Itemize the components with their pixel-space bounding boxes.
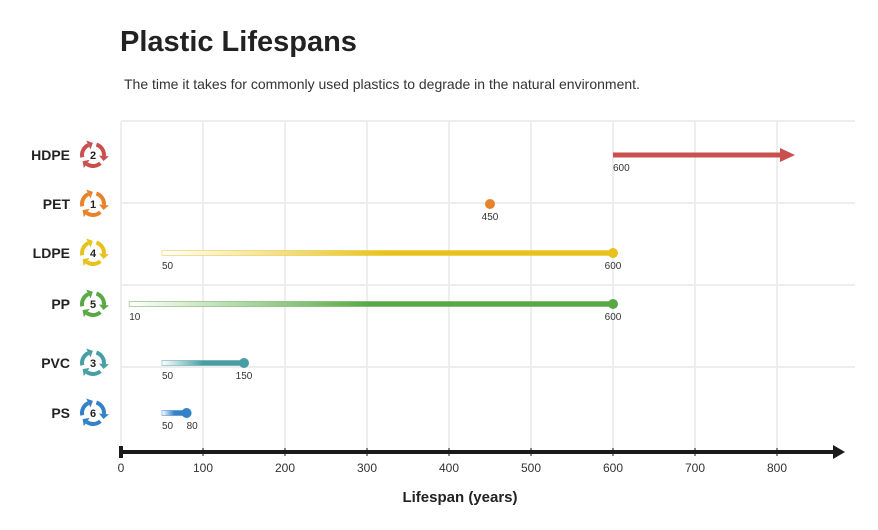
- x-tick-label: 800: [767, 461, 787, 475]
- min-label: 50: [162, 261, 174, 272]
- x-tick-label: 600: [603, 461, 623, 475]
- category-label: LDPE: [33, 245, 70, 261]
- min-label: 600: [613, 163, 630, 174]
- recycle-arrow-segment: [85, 259, 102, 266]
- recycle-arrowhead: [98, 304, 109, 310]
- recycle-arrow-segment: [85, 161, 102, 168]
- recycle-arrow-segment: [80, 241, 90, 256]
- recycle-arrowhead: [82, 417, 90, 427]
- category-label: HDPE: [31, 147, 70, 163]
- range-bar: [128, 301, 614, 307]
- recycle-arrow-segment: [80, 192, 90, 207]
- recycle-arrow-segment: [80, 143, 90, 158]
- recycle-arrow-segment: [80, 401, 90, 416]
- min-label: 50: [162, 371, 174, 382]
- recycle-arrowhead: [82, 308, 90, 318]
- recycle-arrow-segment: [85, 419, 102, 426]
- grid: [120, 120, 855, 452]
- recycle-arrowhead: [86, 238, 93, 248]
- max-label: 600: [605, 261, 622, 272]
- category-label: PS: [51, 405, 70, 421]
- max-marker: [485, 199, 495, 209]
- recycle-arrow-segment: [85, 210, 102, 217]
- recycle-arrow-segment: [85, 369, 102, 376]
- recycle-icon: 2: [80, 140, 109, 169]
- x-tick-label: 700: [685, 461, 705, 475]
- max-marker: [181, 408, 192, 418]
- chart-title: Plastic Lifespans: [120, 26, 357, 58]
- category-label: PP: [51, 296, 70, 312]
- recycle-icon: 1: [80, 189, 109, 218]
- x-tick-label: 400: [439, 461, 459, 475]
- max-label: 450: [482, 212, 499, 223]
- recycle-arrow-segment: [95, 400, 106, 415]
- recycle-arrowhead: [98, 253, 109, 259]
- recycle-arrowhead: [86, 289, 93, 299]
- recycle-arrow-segment: [80, 351, 90, 366]
- recycle-arrow-segment: [95, 291, 106, 306]
- chart-subtitle: The time it takes for commonly used plas…: [124, 76, 640, 92]
- row-pet: PET 1 450: [43, 189, 499, 223]
- max-label: 150: [236, 371, 253, 382]
- min-label: 50: [162, 421, 174, 432]
- x-tick-label: 500: [521, 461, 541, 475]
- recycle-arrowhead: [82, 367, 90, 377]
- resin-code: 5: [90, 299, 96, 311]
- min-label: 10: [129, 312, 141, 323]
- x-tick-label: 100: [193, 461, 213, 475]
- max-label: 600: [605, 312, 622, 323]
- max-marker: [239, 358, 249, 368]
- recycle-arrowhead: [98, 413, 109, 419]
- range-bar: [161, 250, 614, 256]
- recycle-arrow-segment: [85, 310, 102, 317]
- recycle-arrowhead: [86, 140, 93, 150]
- recycle-icon: 5: [80, 289, 109, 318]
- category-label: PET: [43, 196, 71, 212]
- row-hdpe: HDPE 2 600: [31, 140, 795, 174]
- recycle-arrow-segment: [95, 142, 106, 157]
- recycle-arrowhead: [86, 348, 93, 358]
- recycle-arrow-segment: [95, 191, 106, 206]
- recycle-arrow-segment: [80, 292, 90, 307]
- recycle-arrowhead: [86, 398, 93, 408]
- resin-code: 2: [90, 150, 96, 162]
- recycle-icon: 6: [80, 398, 109, 427]
- recycle-arrowhead: [98, 155, 109, 161]
- resin-code: 4: [90, 248, 97, 260]
- recycle-arrowhead: [98, 204, 109, 210]
- recycle-arrow-segment: [95, 240, 106, 255]
- x-tick-label: 0: [118, 461, 125, 475]
- recycle-arrow-segment: [95, 350, 106, 365]
- recycle-arrowhead: [82, 159, 90, 169]
- recycle-arrowhead: [82, 257, 90, 267]
- recycle-arrowhead: [82, 208, 90, 218]
- x-axis-label: Lifespan (years): [402, 489, 517, 506]
- x-tick-label: 300: [357, 461, 377, 475]
- x-tick-label: 200: [275, 461, 295, 475]
- max-marker: [608, 248, 618, 258]
- resin-code: 1: [90, 199, 96, 211]
- x-axis-arrowhead: [833, 445, 845, 459]
- recycle-icon: 3: [80, 348, 109, 377]
- resin-code: 6: [90, 408, 96, 420]
- recycle-icon: 4: [80, 238, 109, 267]
- max-marker: [608, 299, 618, 309]
- x-axis: 0 100 200 300 400 500 600 700 800: [118, 445, 845, 475]
- max-label: 80: [187, 421, 199, 432]
- row-pp: PP 5 10 600: [51, 289, 622, 323]
- row-ldpe: LDPE 4 50 600: [33, 238, 622, 272]
- row-pvc: PVC 3 50 150: [41, 348, 253, 382]
- range-bar: [161, 360, 245, 366]
- row-ps: PS 6 50 80: [51, 398, 198, 432]
- recycle-arrowhead: [98, 363, 109, 369]
- category-label: PVC: [41, 355, 70, 371]
- resin-code: 3: [90, 358, 96, 370]
- recycle-arrowhead: [86, 189, 93, 199]
- open-ended-arrowhead: [780, 148, 795, 162]
